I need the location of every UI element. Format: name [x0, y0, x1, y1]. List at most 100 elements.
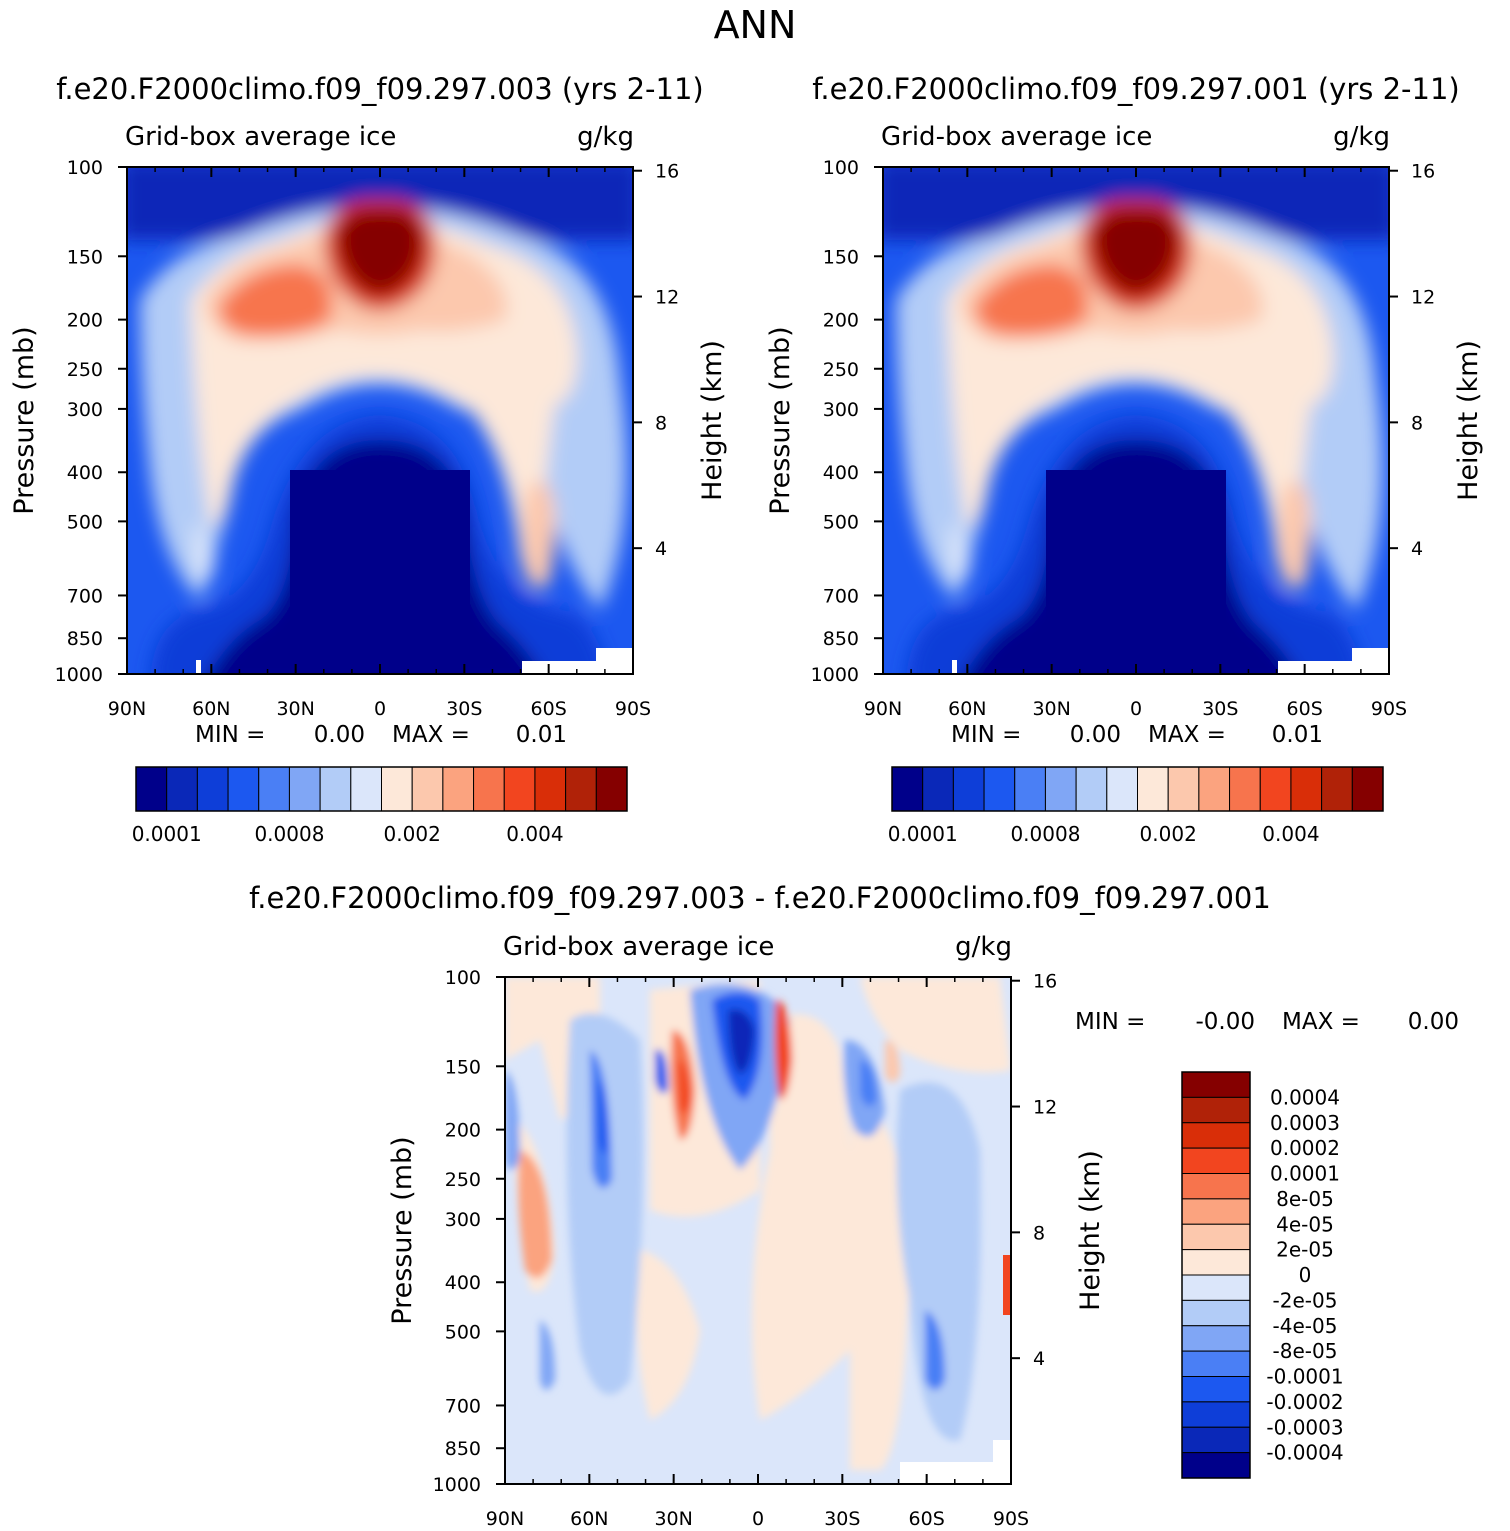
- panel-3-colorbar-label: -8e-05: [1273, 1339, 1338, 1363]
- panel-3-x-tick-label: 90S: [993, 1508, 1029, 1530]
- panel-2-x-tick-label: 30N: [1032, 698, 1070, 720]
- panel-3-colorbar-label: 0.0004: [1270, 1085, 1340, 1109]
- panel-3-max-value: 0.00: [1408, 1009, 1459, 1035]
- panel-3-positive-cell: [518, 1150, 552, 1278]
- panel-3-units-label: g/kg: [955, 932, 1012, 962]
- panel-1-colorbar-swatch: [381, 766, 413, 812]
- panel-1-min-value: 0.00: [314, 722, 365, 748]
- panel-1-contour-orange-region: [219, 265, 332, 336]
- panel-3-x-tick-label: 30S: [824, 1508, 860, 1530]
- panel-3-x-tick-label: 60S: [909, 1508, 945, 1530]
- panel-2-y-tick-label: 250: [823, 359, 859, 381]
- panel-1-y-tick-label: 850: [67, 628, 103, 650]
- panel-2-y-tick-label: 300: [823, 399, 859, 421]
- panel-2-y2-tick-label: 12: [1411, 287, 1435, 309]
- panel-2-colorbar-frame: [891, 766, 1384, 812]
- panel-3-colorbar-swatch: [1181, 1071, 1251, 1098]
- panel-2-min-label: MIN =: [951, 722, 1021, 748]
- page-title: ANN: [714, 3, 797, 47]
- panel-2-colorbar-swatch: [1106, 766, 1138, 812]
- panel-3-y-tick-label: 850: [445, 1438, 481, 1460]
- panel-3-y-axis-title: Pressure (mb): [387, 1136, 418, 1324]
- panel-2-y-tick-label: 400: [823, 462, 859, 484]
- panel-3-strong-negative-cell: [728, 1009, 755, 1075]
- panel-3-colorbar-swatch: [1181, 1274, 1251, 1301]
- panel-3-positive-region: [636, 1250, 700, 1420]
- panel-3-colorbar-label: -0.0002: [1266, 1390, 1343, 1414]
- panel-3-colorbar-label: 0: [1299, 1263, 1312, 1287]
- panel-3-y-tick-label: 1000: [433, 1474, 481, 1496]
- panel-1-x-tick-label: 60N: [192, 698, 230, 720]
- panel-1-colorbar-swatch: [288, 766, 321, 812]
- panel-2-variable-label: Grid-box average ice: [881, 122, 1152, 152]
- panel-1-y-tick-label: 500: [67, 511, 103, 533]
- panel-3-y-tick-label: 100: [445, 967, 481, 989]
- panel-2-y-tick-label: 500: [823, 511, 859, 533]
- panel-1-colorbar-swatch: [135, 766, 168, 812]
- chart-overlays: 90N 60N 30N 0 30S 60S 90S100150200250300400500…: [9, 157, 1484, 1530]
- panel-2-colorbar-swatch: [1229, 766, 1261, 812]
- panel-3-y-tick-label: 700: [445, 1395, 481, 1417]
- panel-1-min-label: MIN =: [195, 722, 265, 748]
- panel-1-y2-tick-label: 4: [655, 538, 667, 560]
- panel-1-colorbar-label: 0.0008: [254, 822, 324, 846]
- panel-1-units-label: g/kg: [577, 122, 634, 152]
- panel-2-colorbar-swatch: [983, 766, 1016, 812]
- panel-2-y2-tick-label: 4: [1411, 538, 1423, 560]
- panel-1-x-tick-label: 30S: [446, 698, 482, 720]
- panel-3-y-tick-label: 200: [445, 1120, 481, 1142]
- panel-2-colorbar-swatch: [1198, 766, 1231, 812]
- panel-3-colorbar-label: -4e-05: [1273, 1314, 1338, 1338]
- panel-3-colorbar-label: 0.0003: [1270, 1111, 1340, 1135]
- panel-3-colorbar-label: -2e-05: [1273, 1288, 1338, 1312]
- panel-1-colorbar-swatch: [595, 766, 628, 812]
- panel-3-y2-tick-label: 12: [1033, 1097, 1057, 1119]
- panel-3-colorbar-label: 4e-05: [1276, 1212, 1334, 1236]
- panel-2-colorbar-swatch: [922, 766, 954, 812]
- panel-3-positive-region: [752, 1014, 854, 1420]
- panel-3-strong-negative-cell: [655, 1049, 668, 1094]
- panel-1-y-tick-label: 1000: [55, 664, 103, 686]
- panel-1-y2-tick-label: 12: [655, 287, 679, 309]
- panel-1-variable-label: Grid-box average ice: [125, 122, 396, 152]
- panel-1-contour-field: [127, 167, 633, 674]
- panel-3-colorbar-swatch: [1181, 1426, 1251, 1454]
- panel-1-colorbar-swatch: [227, 766, 260, 812]
- panel-1-colorbar-swatch: [166, 766, 198, 812]
- panel-2-contour-orange-region: [975, 265, 1088, 336]
- panel-3-y-tick-label: 400: [445, 1272, 481, 1294]
- panel-2-title: f.e20.F2000climo.f09_f09.297.001 (yrs 2-…: [812, 72, 1459, 106]
- panel-2-colorbar-swatch: [952, 766, 985, 812]
- panel-3-colorbar-label: -0.0004: [1266, 1441, 1343, 1465]
- panel-1-max-label: MAX =: [392, 722, 470, 748]
- panel-3-colorbar-swatch: [1181, 1249, 1251, 1276]
- panel-2: f.e20.F2000climo.f09_f09.297.001 (yrs 2-…: [812, 72, 1460, 674]
- panel-3-colorbar-frame: [1181, 1071, 1251, 1479]
- panel-3-colorbar-swatch: [1181, 1173, 1251, 1200]
- panel-3-x-tick-label: 90N: [486, 1508, 524, 1530]
- panel-3-negative-region: [540, 1320, 555, 1390]
- panel-2-y-tick-label: 850: [823, 628, 859, 650]
- panel-1-colorbar-swatch: [411, 766, 444, 812]
- panel-3-y2-tick-label: 16: [1033, 971, 1057, 993]
- panel-1-x-tick-label: 30N: [276, 698, 314, 720]
- panel-3-x-tick-label: 60N: [570, 1508, 608, 1530]
- panel-1-y-tick-label: 400: [67, 462, 103, 484]
- panel-3-strong-negative-cell: [860, 1060, 877, 1107]
- panel-2-x-tick-label: 90N: [864, 698, 902, 720]
- panel-2-colorbar-swatch: [891, 766, 924, 812]
- panel-3-y2-tick-label: 4: [1033, 1348, 1045, 1370]
- panel-2-x-tick-label: 60S: [1287, 698, 1323, 720]
- panel-3-min-label: MIN =: [1075, 1009, 1145, 1035]
- panel-2-colorbar-label: 0.0001: [888, 822, 958, 846]
- panel-3-colorbar-swatch: [1181, 1376, 1251, 1403]
- panel-3-strong-positive-cell: [678, 1060, 690, 1114]
- panel-1-y-tick-label: 700: [67, 585, 103, 607]
- panel-1-colorbar-swatch: [350, 766, 382, 812]
- panel-1-colorbar-swatch: [442, 766, 475, 812]
- panel-1-colorbar-swatch: [534, 766, 567, 812]
- panel-3-negative-region: [925, 1310, 945, 1390]
- panel-1: f.e20.F2000climo.f09_f09.297.003 (yrs 2-…: [56, 72, 704, 674]
- panel-3-contour-field: [505, 977, 1011, 1484]
- panel-2-y-tick-label: 700: [823, 585, 859, 607]
